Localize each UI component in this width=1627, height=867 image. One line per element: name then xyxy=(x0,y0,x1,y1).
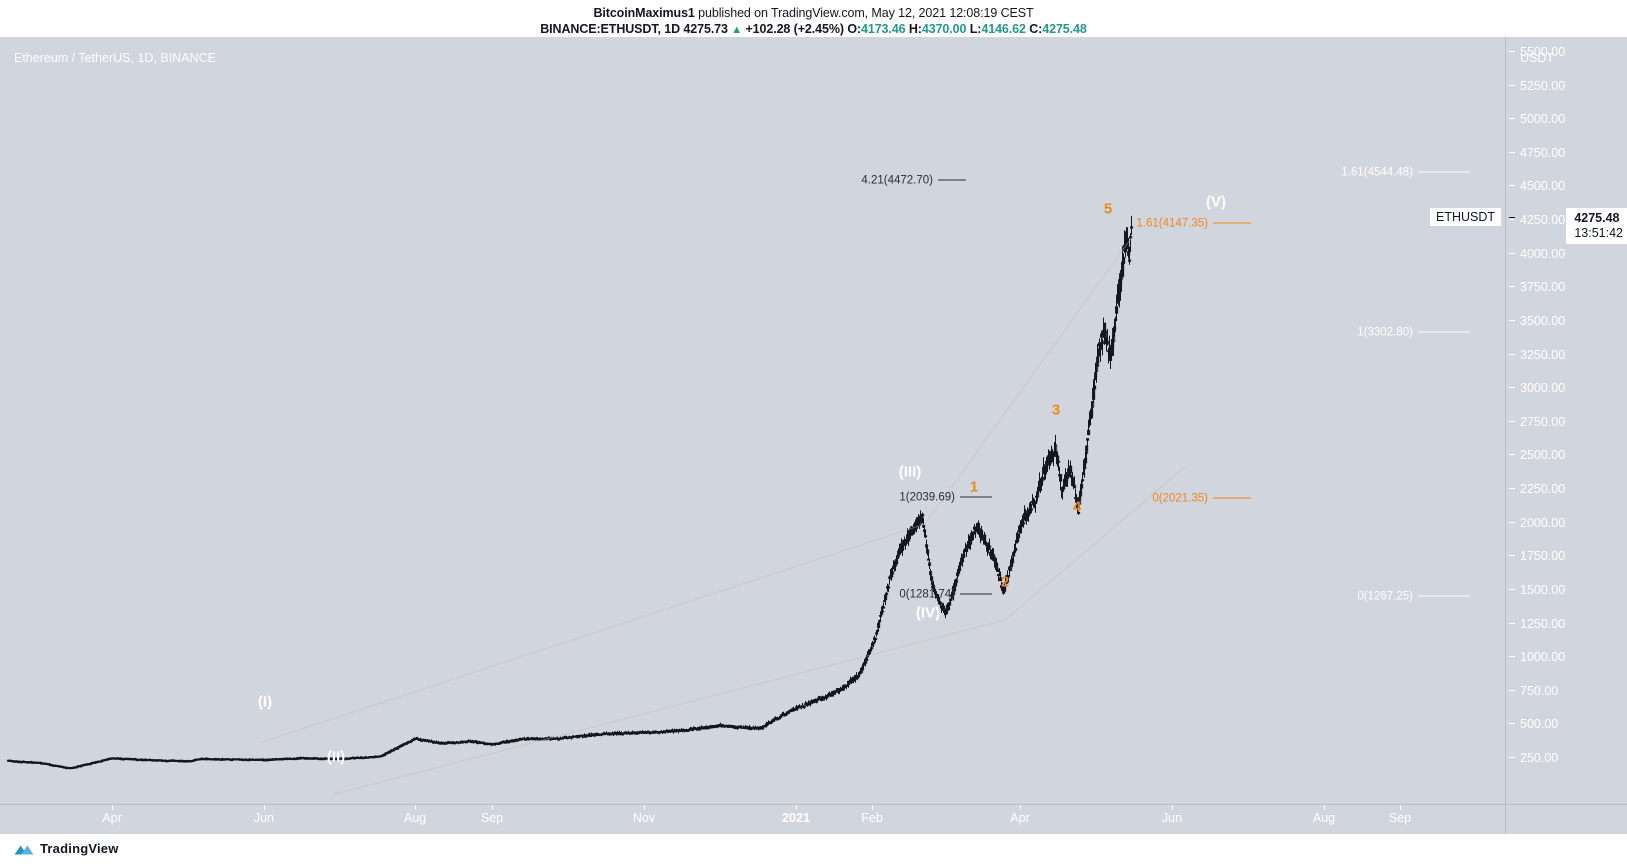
price-axis-tick: 2250.00 xyxy=(1506,482,1627,496)
close-value: 4275.48 xyxy=(1042,22,1087,36)
close-label: C: xyxy=(1029,22,1043,36)
current-time-value: 13:51:42 xyxy=(1574,225,1623,240)
price-axis-tick: 4750.00 xyxy=(1506,146,1627,160)
price-axis-tick: 1000.00 xyxy=(1506,650,1627,664)
price-axis-tick: 4250.00 xyxy=(1506,213,1627,227)
price-axis-tick: 1750.00 xyxy=(1506,549,1627,563)
publication-line: BitcoinMaximus1 published on TradingView… xyxy=(0,6,1627,20)
wave-guide-line xyxy=(261,232,1136,743)
price-series xyxy=(7,215,1186,795)
wave-label-1: 1 xyxy=(969,478,979,496)
high-label: H: xyxy=(908,22,922,36)
price-axis-tick: 5250.00 xyxy=(1506,79,1627,93)
tradingview-mark-icon xyxy=(14,845,34,855)
wave-label-iii: (III) xyxy=(898,463,922,481)
wave-label-2: 2 xyxy=(1000,573,1010,591)
chart-watermark: Ethereum / TetherUS, 1D, BINANCE xyxy=(14,51,216,65)
axis-corner xyxy=(1505,804,1627,835)
tradingview-logo[interactable]: TradingView xyxy=(14,841,119,856)
price-axis-tick: 4500.00 xyxy=(1506,179,1627,193)
price-change: +102.28 (+2.45%) xyxy=(745,22,844,36)
fib-level-4-21: 4.21(4472.70) xyxy=(861,174,966,186)
wave-label-3: 3 xyxy=(1051,401,1061,419)
wave-label-4: 4 xyxy=(1072,498,1082,516)
price-axis-tick: 4000.00 xyxy=(1506,247,1627,261)
price-axis-tick: 500.00 xyxy=(1506,717,1627,731)
open-label: O: xyxy=(847,22,861,36)
chart-canvas[interactable]: Ethereum / TetherUS, 1D, BINANCE (I) (II)… xyxy=(0,37,1505,804)
fib-level-0-2021: 0(2021.35) xyxy=(1152,492,1251,504)
low-label: L: xyxy=(969,22,982,36)
price-axis-tick: 5500.00 xyxy=(1506,45,1627,59)
price-axis-tick: 1250.00 xyxy=(1506,617,1627,631)
price-axis-tick: 3000.00 xyxy=(1506,381,1627,395)
wave-label-ii: (II) xyxy=(326,748,346,766)
fib-level-0-1267: 0(1267.25) xyxy=(1357,590,1470,602)
fib-level-1-61-4147: 1.61(4147.35) xyxy=(1136,217,1251,229)
price-axis-tick: 2750.00 xyxy=(1506,415,1627,429)
wave-guide-line xyxy=(334,466,1186,795)
time-axis[interactable]: Apr Jun Aug Sep Nov 2021 Feb Apr Jun Aug Sep xyxy=(0,804,1505,835)
fib-level-1-3302: 1(3302.80) xyxy=(1357,326,1470,338)
chart-footer: TradingView xyxy=(0,834,1627,867)
wave-label-v: (V) xyxy=(1206,193,1226,211)
tradingview-wordmark: TradingView xyxy=(40,841,119,856)
fib-level-0-1281: 0(1281.74) xyxy=(899,588,992,600)
price-axis-tick: 2000.00 xyxy=(1506,516,1627,530)
current-price-value: 4275.48 xyxy=(1574,210,1620,225)
wave-label-iv: (IV) xyxy=(915,604,941,622)
high-value: 4370.00 xyxy=(921,22,967,36)
price-axis-tick: 250.00 xyxy=(1506,751,1627,765)
price-axis-tick: 1500.00 xyxy=(1506,583,1627,597)
current-price-tag[interactable]: 4275.48 13:51:42 xyxy=(1567,208,1627,243)
price-axis-tick: 2500.00 xyxy=(1506,448,1627,462)
symbol-price-tag[interactable]: ETHUSDT xyxy=(1430,207,1502,226)
price-axis-tick: 5000.00 xyxy=(1506,112,1627,126)
low-value: 4146.62 xyxy=(981,22,1026,36)
symbol-quote-line: BINANCE:ETHUSDT, 1D 4275.73 ▲ +102.28 (+… xyxy=(0,22,1627,36)
price-axis-unit: USDT xyxy=(1520,51,1555,65)
chart-header: BitcoinMaximus1 published on TradingView… xyxy=(0,0,1627,36)
symbol-name: BINANCE:ETHUSDT, 1D xyxy=(540,22,681,36)
author-name: BitcoinMaximus1 xyxy=(593,6,695,20)
current-price-dash xyxy=(1509,216,1515,218)
price-axis[interactable]: USDT 5500.00 5250.00 5000.00 4750.00 4500.00… xyxy=(1505,37,1627,804)
price-axis-tick: 3750.00 xyxy=(1506,280,1627,294)
price-axis-tick: 750.00 xyxy=(1506,684,1627,698)
price-axis-tick: 3250.00 xyxy=(1506,348,1627,362)
last-price: 4275.73 xyxy=(683,22,728,36)
fib-level-1-61-4544: 1.61(4544.48) xyxy=(1341,166,1470,178)
candlestick-group xyxy=(7,215,1134,770)
up-triangle-icon: ▲ xyxy=(731,24,743,36)
price-axis-tick: 3500.00 xyxy=(1506,314,1627,328)
open-value: 4173.46 xyxy=(861,22,906,36)
wave-label-5: 5 xyxy=(1103,200,1113,218)
publication-details: published on TradingView.com, May 12, 20… xyxy=(694,6,1034,20)
fib-level-1-2039: 1(2039.69) xyxy=(899,491,992,503)
wave-label-i: (I) xyxy=(257,693,273,711)
